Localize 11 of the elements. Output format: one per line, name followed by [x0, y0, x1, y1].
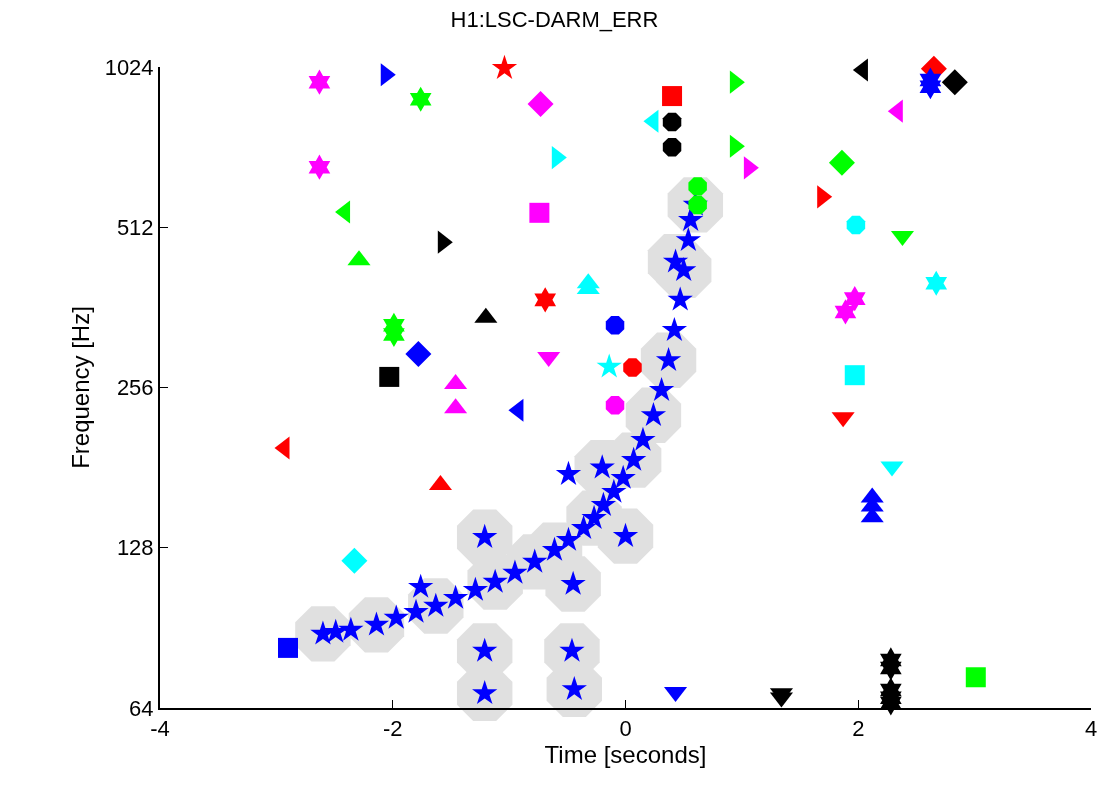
y-axis-title: Frequency [Hz]: [67, 306, 95, 469]
y-tick-label: 1024: [104, 54, 154, 80]
chart-title: H1:LSC-DARM_ERR: [450, 7, 659, 33]
x-axis-title: Time [seconds]: [544, 741, 707, 769]
x-tick-label: 0: [619, 716, 632, 742]
y-tick-label: 256: [116, 375, 154, 401]
y-tick-label: 128: [116, 535, 154, 561]
x-tick-label: 2: [852, 716, 865, 742]
y-tick-label: 512: [116, 214, 154, 240]
x-tick-label: 4: [1084, 716, 1098, 742]
x-tick-label: -2: [382, 716, 403, 742]
